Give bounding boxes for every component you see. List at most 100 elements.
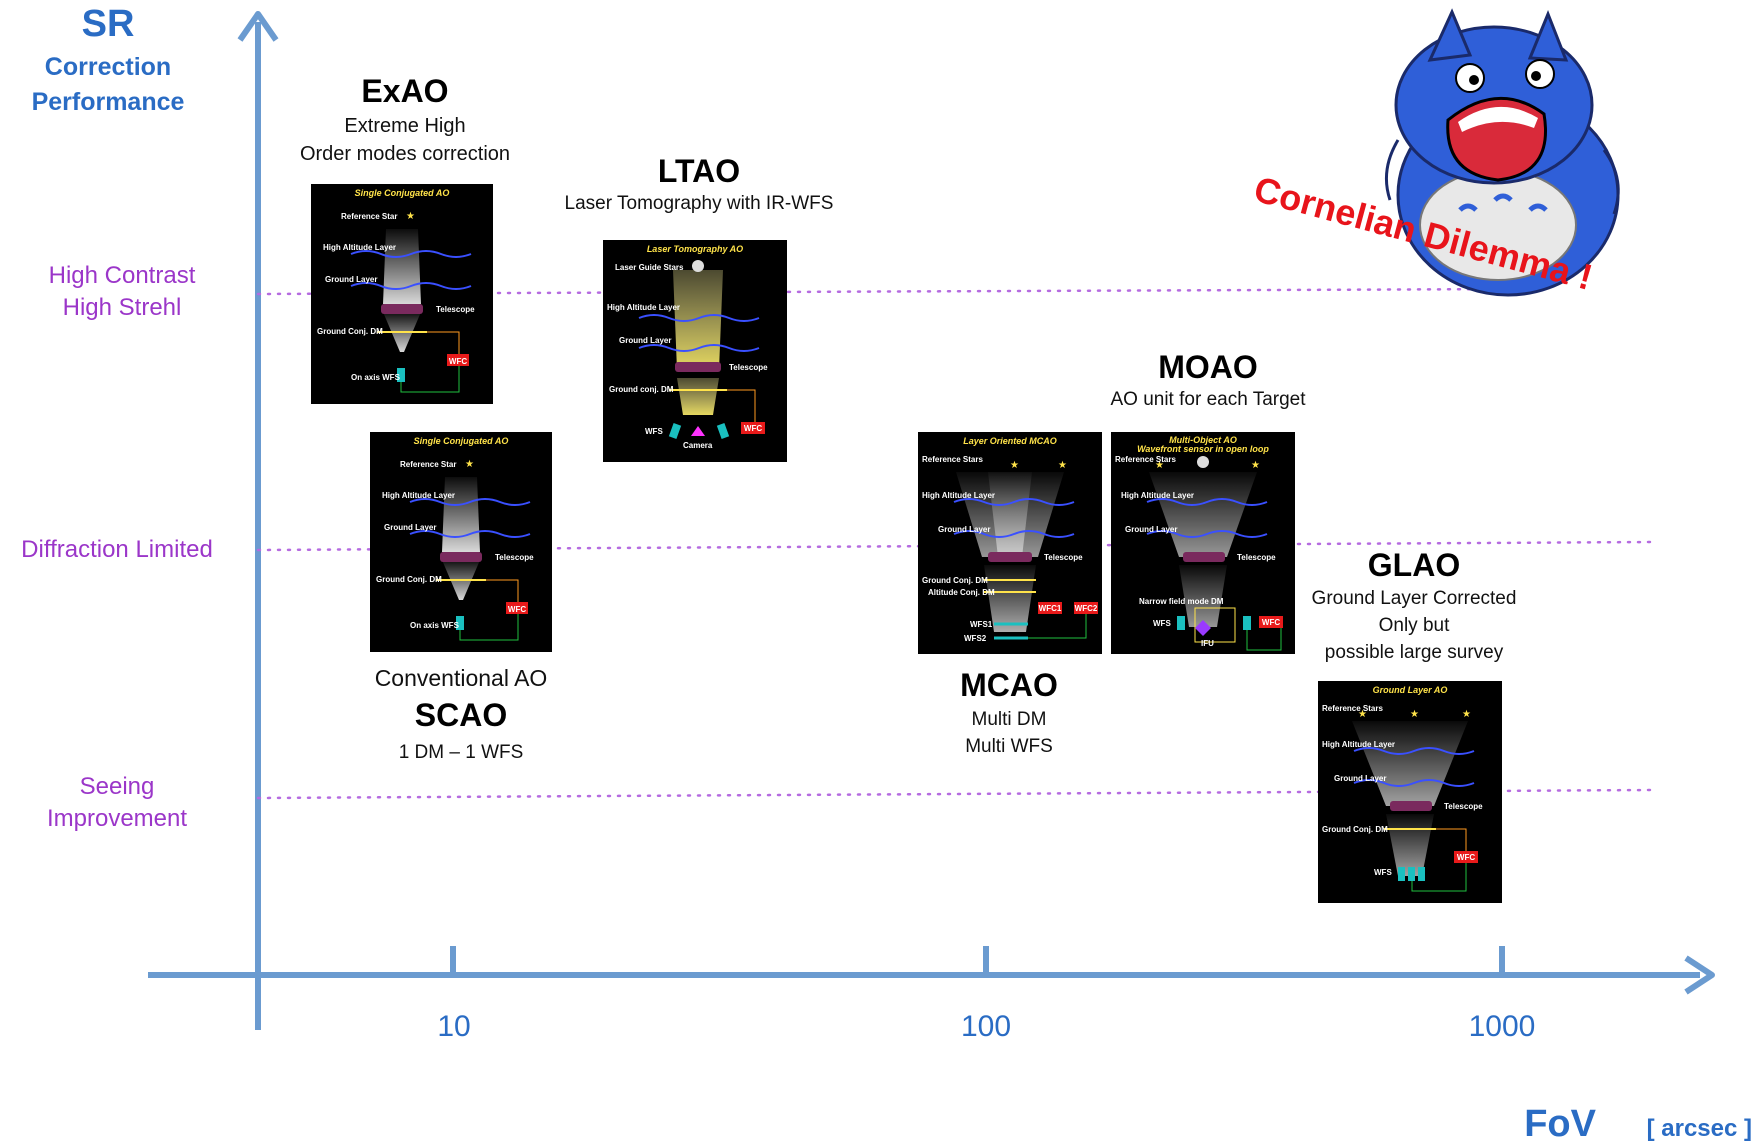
level-high-contrast-1: High Contrast <box>49 262 196 289</box>
mcao-panel-wfc1: WFC1 <box>1039 604 1062 613</box>
moao-panel-tel: Telescope <box>1237 553 1276 562</box>
moao-panel-ifu: IFU <box>1201 639 1214 648</box>
exao-label: ExAO Extreme High Order modes correction <box>300 73 510 165</box>
moao-panel-ref: Reference Stars <box>1115 455 1176 464</box>
x-axis-unit: [ arcsec ] <box>1647 1115 1752 1142</box>
ltao-panel-lgs: Laser Guide Stars <box>615 263 684 272</box>
y-axis-title: SR <box>82 3 135 45</box>
ltao-panel: Laser Tomography AO WFC Laser Guide Star… <box>603 240 787 462</box>
moao-panel-subtitle: Wavefront sensor in open loop <box>1137 444 1269 454</box>
ltao-panel-title: Laser Tomography AO <box>647 244 743 254</box>
moao-desc-1: AO unit for each Target <box>1110 389 1306 410</box>
level-high-contrast-2: High Strehl <box>63 294 182 321</box>
y-axis-subtitle-1: Correction <box>45 53 171 81</box>
glao-panel-gl: Ground Layer <box>1334 774 1386 783</box>
moao-panel-gl: Ground Layer <box>1125 525 1177 534</box>
glao-panel-tel: Telescope <box>1444 802 1483 811</box>
moao-panel-dm: Narrow field mode DM <box>1139 597 1224 606</box>
ltao-panel-dm: Ground conj. DM <box>609 385 674 394</box>
glao-panel-dm: Ground Conj. DM <box>1322 825 1388 834</box>
level-diffraction-limited: Diffraction Limited <box>21 536 213 563</box>
ltao-panel-hal: High Altitude Layer <box>607 303 680 312</box>
scao-panel-dm: Ground Conj. DM <box>376 575 442 584</box>
scao-panel-tel: Telescope <box>495 553 534 562</box>
glao-panel-star-3: ★ <box>1462 709 1471 720</box>
glao-panel-wfc: WFC <box>1457 853 1475 862</box>
exao-desc-1: Extreme High <box>344 115 465 137</box>
exao-panel-ref: Reference Star <box>341 212 397 221</box>
moao-panel-title: Multi-Object AO <box>1169 435 1237 445</box>
exao-panel-wfc: WFC <box>449 357 467 366</box>
mcao-panel-hal: High Altitude Layer <box>922 491 995 500</box>
ltao-desc-1: Laser Tomography with IR-WFS <box>565 193 834 214</box>
glao-desc-2: Only but <box>1379 615 1450 636</box>
x-tick-10: 10 <box>437 1010 470 1043</box>
ltao-panel-tel: Telescope <box>729 363 768 372</box>
mcao-panel-title: Layer Oriented MCAO <box>963 436 1057 446</box>
ltao-panel-wfs: WFS <box>645 427 663 436</box>
ltao-panel-wfc: WFC <box>744 424 762 433</box>
mcao-panel-wfs1: WFS1 <box>970 620 993 629</box>
moao-panel-wfs: WFS <box>1153 619 1171 628</box>
mcao-desc-1: Multi DM <box>972 709 1047 730</box>
moao-label: MOAO AO unit for each Target <box>1110 349 1306 410</box>
mcao-panel-wfs2: WFS2 <box>964 634 987 643</box>
exao-panel-gl: Ground Layer <box>325 275 377 284</box>
x-tick-1000: 1000 <box>1469 1010 1536 1043</box>
moao-panel: Multi-Object AO Wavefront sensor in open… <box>1111 432 1295 654</box>
moao-panel-hal: High Altitude Layer <box>1121 491 1194 500</box>
x-axis-title: FoV <box>1524 1103 1596 1143</box>
y-axis <box>237 11 279 1030</box>
scao-panel-gl: Ground Layer <box>384 523 436 532</box>
glao-panel-star-1: ★ <box>1358 709 1367 720</box>
exao-panel-star: ★ <box>406 211 415 222</box>
mcao-panel-wfc2: WFC2 <box>1075 604 1098 613</box>
glao-panel-star-2: ★ <box>1410 709 1419 720</box>
scao-panel-star: ★ <box>465 459 474 470</box>
ltao-panel-gl: Ground Layer <box>619 336 671 345</box>
scao-panel-title: Single Conjugated AO <box>414 436 509 446</box>
mcao-panel-star-2: ★ <box>1058 460 1067 471</box>
glao-panel-wfs: WFS <box>1374 868 1392 877</box>
scao-panel-ref: Reference Star <box>400 460 456 469</box>
scao-panel-wfs: On axis WFS <box>410 621 460 630</box>
exao-panel-dm: Ground Conj. DM <box>317 327 383 336</box>
exao-panel: Single Conjugated AO WFC Reference Star … <box>311 184 493 404</box>
moao-panel-star-1: ★ <box>1155 460 1164 471</box>
screaming-creature-icon <box>1384 8 1620 297</box>
exao-name: ExAO <box>361 73 448 109</box>
glao-label: GLAO Ground Layer Corrected Only but pos… <box>1312 547 1517 663</box>
exao-desc-2: Order modes correction <box>300 143 510 165</box>
mcao-panel-star-1: ★ <box>1010 460 1019 471</box>
exao-panel-hal: High Altitude Layer <box>323 243 396 252</box>
scao-pre: Conventional AO <box>375 665 548 691</box>
y-axis-subtitle-2: Performance <box>32 88 185 116</box>
mcao-desc-2: Multi WFS <box>965 736 1053 757</box>
exao-panel-tel: Telescope <box>436 305 475 314</box>
scao-label: Conventional AO SCAO 1 DM – 1 WFS <box>375 665 548 763</box>
x-tick-100: 100 <box>961 1010 1011 1043</box>
scao-desc-1: 1 DM – 1 WFS <box>399 742 524 763</box>
scao-name: SCAO <box>415 697 507 733</box>
level-seeing-2: Improvement <box>47 805 187 832</box>
exao-panel-wfs: On axis WFS <box>351 373 401 382</box>
glao-desc-1: Ground Layer Corrected <box>1312 588 1517 609</box>
glao-name: GLAO <box>1368 547 1460 583</box>
glao-panel: Ground Layer AO WFC ★ ★ ★ Reference Star… <box>1318 681 1502 903</box>
mcao-panel-gdm: Ground Conj. DM <box>922 576 988 585</box>
mcao-panel-gl: Ground Layer <box>938 525 990 534</box>
moao-name: MOAO <box>1158 349 1258 385</box>
scao-panel-hal: High Altitude Layer <box>382 491 455 500</box>
ltao-panel-camera: Camera <box>683 441 713 450</box>
ltao-name: LTAO <box>658 153 740 189</box>
x-axis <box>148 946 1715 995</box>
scao-panel: Single Conjugated AO WFC Reference Star … <box>370 432 552 652</box>
glao-panel-ref: Reference Stars <box>1322 704 1383 713</box>
mcao-panel-adm: Altitude Conj. DM <box>928 588 995 597</box>
mcao-panel-tel: Telescope <box>1044 553 1083 562</box>
glao-panel-title: Ground Layer AO <box>1373 685 1448 695</box>
scao-panel-wfc: WFC <box>508 605 526 614</box>
level-seeing-1: Seeing <box>80 773 155 800</box>
mcao-panel-ref: Reference Stars <box>922 455 983 464</box>
